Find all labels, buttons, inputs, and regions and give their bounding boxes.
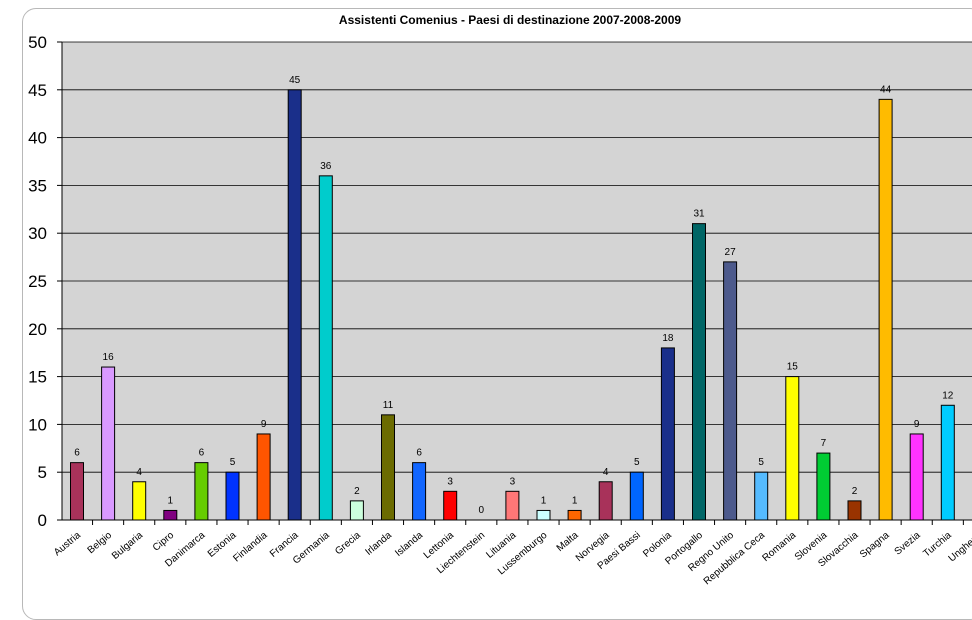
bar: [163, 509, 178, 521]
data-label: 2: [852, 486, 858, 497]
x-tick-label: Svezia: [893, 530, 923, 558]
bar: [536, 509, 551, 521]
bar: [287, 89, 302, 521]
x-tick-label: Finlandia: [231, 530, 269, 565]
bar: [878, 98, 893, 521]
data-label: 5: [758, 457, 764, 468]
data-label: 1: [572, 495, 578, 506]
x-tick-label: Malta: [555, 530, 581, 554]
data-label: 18: [662, 333, 674, 344]
data-label: 4: [136, 467, 142, 478]
x-tick-label: Cipro: [151, 530, 177, 554]
bar: [443, 490, 458, 521]
x-tick-label: Austria: [52, 530, 83, 559]
data-label: 6: [416, 448, 422, 459]
data-label: 45: [289, 75, 301, 86]
data-label: 3: [447, 476, 453, 487]
data-label: 5: [634, 457, 640, 468]
bar: [381, 414, 395, 521]
bar: [412, 462, 427, 521]
bar: [692, 223, 706, 521]
data-label: 36: [320, 161, 332, 172]
y-tick-label: 10: [28, 415, 47, 434]
data-label: 4: [603, 467, 609, 478]
data-label: 3: [510, 476, 516, 487]
y-tick-label: 50: [28, 33, 47, 52]
bar: [909, 433, 924, 521]
bar: [847, 500, 862, 521]
bar: [660, 347, 675, 521]
x-tick-label: Irlanda: [363, 530, 394, 558]
bar: [349, 500, 364, 521]
data-label: 31: [693, 209, 705, 220]
data-label: 12: [942, 390, 954, 401]
data-label: 9: [261, 419, 267, 430]
data-label: 5: [230, 457, 236, 468]
data-label: 16: [103, 352, 115, 363]
bar: [567, 509, 582, 521]
bar: [785, 376, 800, 521]
data-label: 1: [168, 495, 174, 506]
y-tick-label: 5: [38, 463, 47, 482]
y-tick-label: 20: [28, 320, 47, 339]
bar: [629, 471, 644, 521]
bar: [816, 452, 831, 521]
bar: [723, 261, 738, 521]
y-tick-label: 45: [28, 81, 47, 100]
y-tick-label: 40: [28, 129, 47, 148]
bar: [318, 175, 333, 521]
y-tick-label: 35: [28, 176, 47, 195]
bar: [225, 471, 240, 521]
bar: [754, 471, 769, 521]
y-axis: 0 5 10 15 20 25 30 35 40 45 50: [28, 33, 63, 530]
data-label: 15: [787, 362, 799, 373]
data-label: 6: [199, 448, 205, 459]
x-tick-label: Bulgaria: [110, 530, 146, 562]
bar: [940, 404, 955, 521]
y-tick-label: 25: [28, 272, 47, 291]
data-label: 9: [914, 419, 920, 430]
data-label: 0: [479, 505, 485, 516]
chart-title: Assistenti Comenius - Paesi di destinazi…: [338, 13, 682, 27]
bar: [256, 433, 271, 521]
x-tick-label: Islanda: [393, 530, 425, 559]
x-tick-label: Grecia: [333, 530, 363, 558]
data-label: 2: [354, 486, 360, 497]
bar: [505, 490, 520, 521]
y-tick-label: 15: [28, 368, 47, 387]
data-label: 27: [725, 247, 737, 258]
data-label: 7: [821, 438, 827, 449]
bar: [132, 481, 147, 521]
bar: [194, 462, 209, 521]
data-label: 6: [74, 448, 80, 459]
bar: [598, 481, 613, 521]
y-tick-label: 0: [38, 511, 47, 530]
bar: [101, 366, 116, 521]
gridlines: [62, 41, 972, 473]
bar: [70, 462, 84, 521]
data-label: 11: [383, 400, 394, 411]
x-tick-label: Romania: [760, 530, 798, 564]
y-tick-label: 30: [28, 224, 47, 243]
x-tick-label: Spagna: [858, 530, 892, 561]
data-label: 1: [541, 495, 547, 506]
data-label: 44: [880, 84, 892, 95]
